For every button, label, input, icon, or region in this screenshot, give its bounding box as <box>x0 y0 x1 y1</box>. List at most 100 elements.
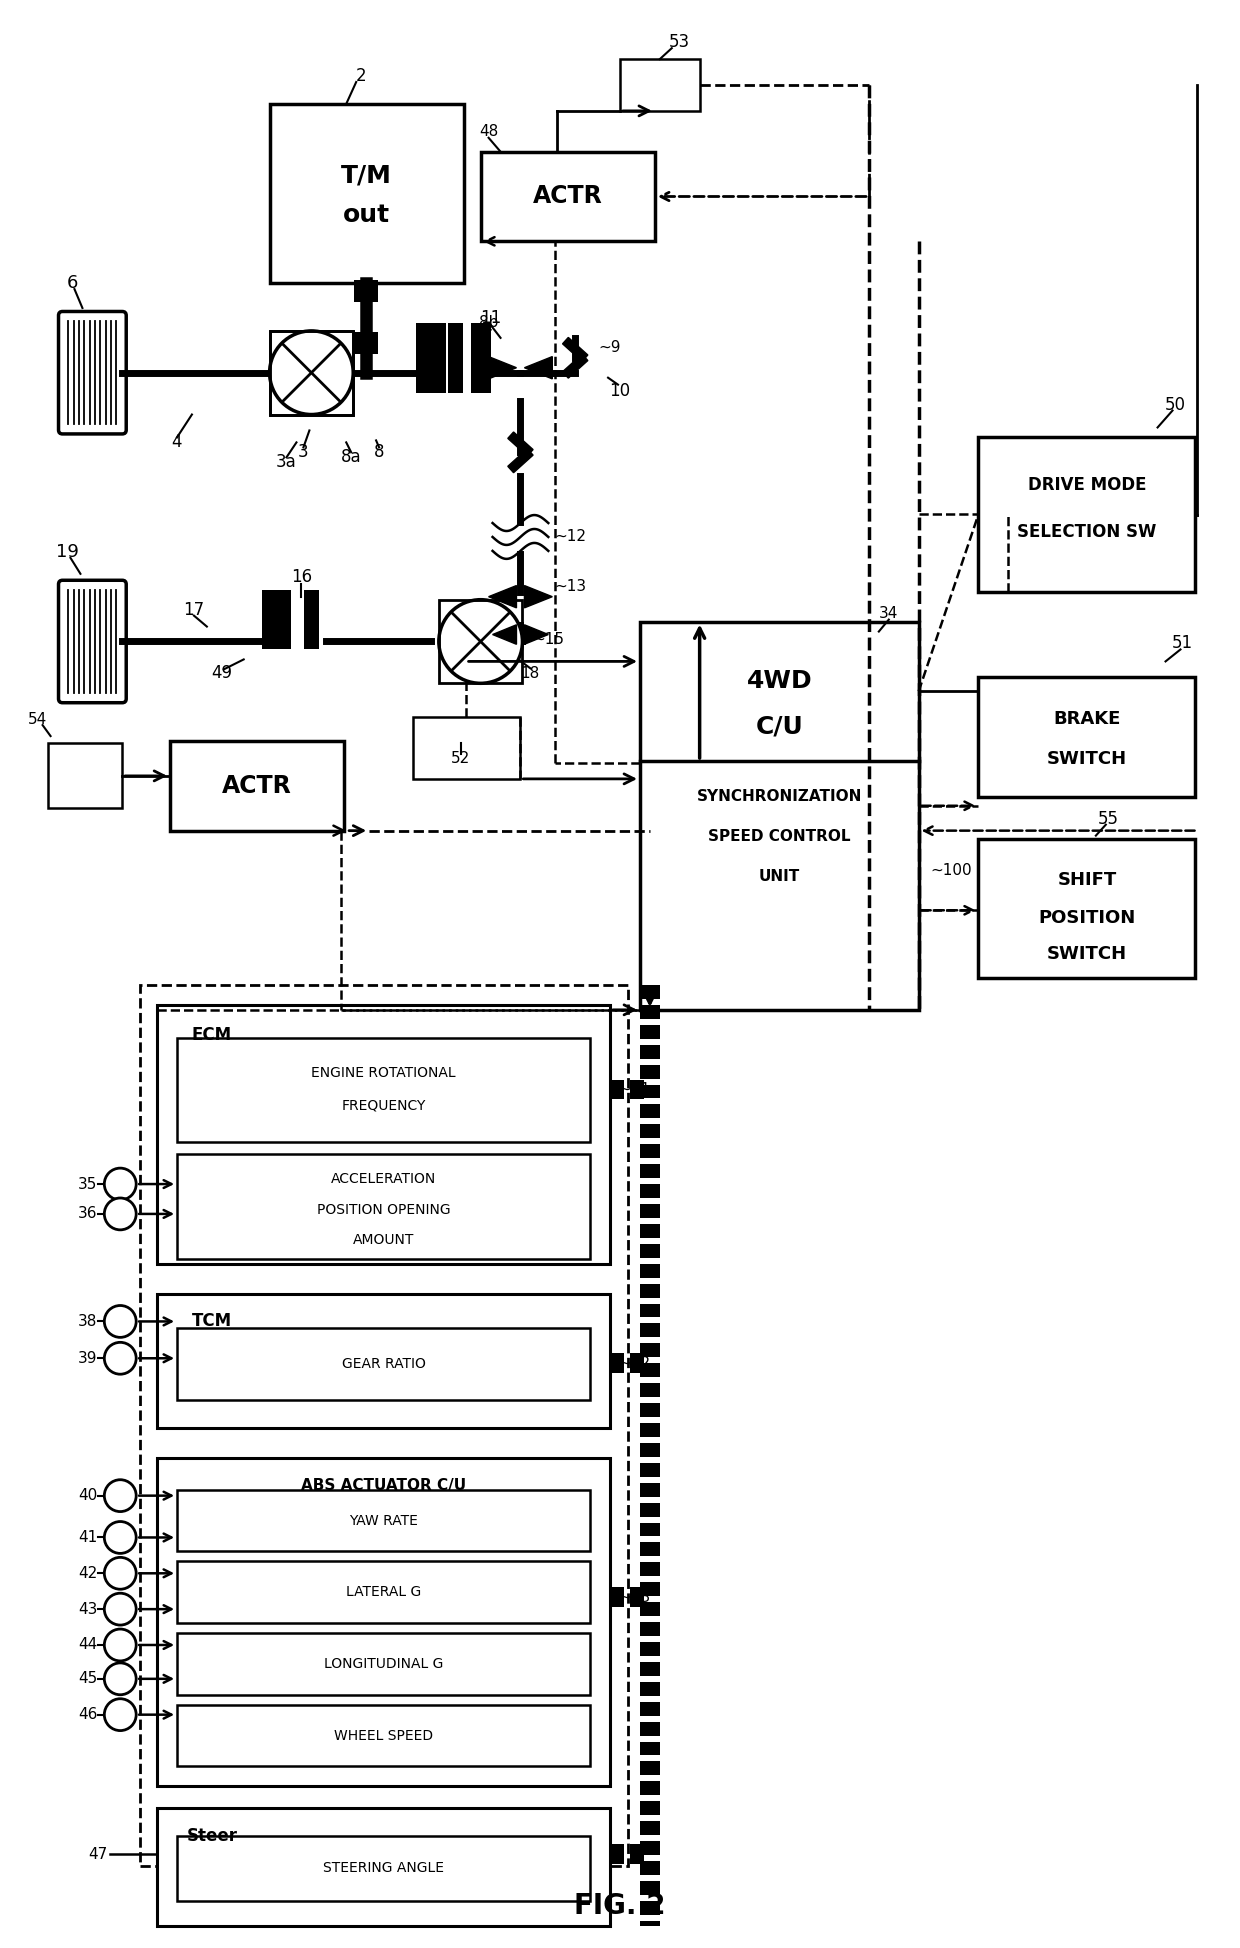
Bar <box>640 1463 660 1477</box>
Text: 52: 52 <box>451 752 470 766</box>
Text: ~31: ~31 <box>618 1081 650 1097</box>
Text: ECM: ECM <box>192 1027 232 1044</box>
Bar <box>449 323 464 393</box>
Text: FIG. 2: FIG. 2 <box>574 1892 666 1921</box>
Bar <box>177 1153 590 1258</box>
Text: SELECTION SW: SELECTION SW <box>1017 522 1157 542</box>
Text: ~13: ~13 <box>554 579 587 594</box>
Bar <box>640 1901 660 1915</box>
Circle shape <box>104 1556 136 1590</box>
Text: 35: 35 <box>78 1177 98 1192</box>
Bar <box>640 1780 660 1796</box>
Text: ABS ACTUATOR C/U: ABS ACTUATOR C/U <box>301 1479 466 1494</box>
Bar <box>269 103 464 282</box>
Bar <box>269 331 353 415</box>
Bar <box>640 986 660 999</box>
Text: 34: 34 <box>879 606 899 621</box>
Bar <box>640 1642 660 1656</box>
Text: LONGITUDINAL G: LONGITUDINAL G <box>324 1658 443 1671</box>
Text: GEAR RATIO: GEAR RATIO <box>342 1358 425 1371</box>
Text: BRAKE: BRAKE <box>1053 711 1121 729</box>
FancyBboxPatch shape <box>58 581 126 703</box>
Text: STEERING ANGLE: STEERING ANGLE <box>324 1860 444 1876</box>
Text: ~15: ~15 <box>532 631 564 647</box>
Bar <box>640 1722 660 1736</box>
Bar <box>640 1703 660 1716</box>
Text: 49: 49 <box>211 664 232 682</box>
Bar <box>978 678 1195 797</box>
Text: LATERAL G: LATERAL G <box>346 1586 422 1599</box>
Bar <box>640 1562 660 1576</box>
Bar <box>640 1582 660 1595</box>
Text: 40: 40 <box>78 1488 98 1504</box>
Bar <box>640 1841 660 1854</box>
Bar <box>640 1243 660 1258</box>
Text: 45: 45 <box>78 1671 98 1687</box>
Bar <box>640 1623 660 1636</box>
Text: DRIVE MODE: DRIVE MODE <box>1028 475 1146 495</box>
Bar <box>640 621 919 1009</box>
Text: ACTR: ACTR <box>533 185 603 208</box>
Polygon shape <box>525 586 552 608</box>
Bar <box>640 1882 660 1895</box>
Bar <box>413 717 521 779</box>
Text: 50: 50 <box>1166 395 1185 413</box>
Text: 36: 36 <box>78 1206 98 1221</box>
Text: POSITION: POSITION <box>1038 910 1136 927</box>
Text: TCM: TCM <box>192 1313 232 1330</box>
Bar <box>640 1403 660 1416</box>
Polygon shape <box>489 586 517 608</box>
Bar <box>415 323 446 393</box>
Text: ~9: ~9 <box>598 341 620 355</box>
Text: 8a: 8a <box>341 448 362 466</box>
Bar <box>640 1284 660 1297</box>
Bar <box>177 1704 590 1767</box>
Text: 4WD: 4WD <box>746 670 812 693</box>
Text: 16: 16 <box>291 567 312 586</box>
Bar <box>640 1601 660 1617</box>
Bar <box>640 1860 660 1874</box>
Text: 6: 6 <box>67 275 78 292</box>
Bar <box>640 1143 660 1159</box>
Bar <box>640 1482 660 1496</box>
Bar <box>640 1303 660 1317</box>
Bar <box>471 323 491 393</box>
Bar <box>140 986 627 1866</box>
Bar <box>630 1354 644 1373</box>
Bar <box>640 1502 660 1517</box>
Text: 39: 39 <box>78 1350 98 1366</box>
Text: 4: 4 <box>172 432 182 452</box>
Bar <box>157 1808 610 1927</box>
Text: WHEEL SPEED: WHEEL SPEED <box>334 1728 433 1743</box>
Bar <box>177 1632 590 1695</box>
Bar <box>640 1761 660 1775</box>
Bar <box>640 1344 660 1358</box>
Bar <box>355 331 378 355</box>
Bar <box>640 1662 660 1675</box>
Text: 43: 43 <box>78 1601 98 1617</box>
Text: SWITCH: SWITCH <box>1047 945 1127 962</box>
Bar <box>47 742 123 808</box>
Circle shape <box>104 1198 136 1229</box>
Text: 38: 38 <box>78 1315 98 1329</box>
Circle shape <box>104 1480 136 1512</box>
Circle shape <box>439 600 522 684</box>
Bar <box>640 1025 660 1038</box>
Bar <box>630 1588 644 1607</box>
Text: SYNCHRONIZATION: SYNCHRONIZATION <box>697 789 862 805</box>
Bar <box>157 1005 610 1264</box>
Bar <box>170 740 345 830</box>
Text: 19: 19 <box>56 543 79 561</box>
Text: ACTR: ACTR <box>222 773 291 799</box>
Polygon shape <box>563 337 588 362</box>
Polygon shape <box>489 356 517 378</box>
Bar <box>640 1124 660 1138</box>
Bar <box>640 1165 660 1179</box>
Text: SPEED CONTROL: SPEED CONTROL <box>708 830 851 843</box>
Polygon shape <box>563 355 588 378</box>
Circle shape <box>104 1169 136 1200</box>
Bar <box>640 1802 660 1816</box>
Bar <box>640 1223 660 1237</box>
Text: 44: 44 <box>78 1638 98 1652</box>
Bar <box>481 152 655 242</box>
